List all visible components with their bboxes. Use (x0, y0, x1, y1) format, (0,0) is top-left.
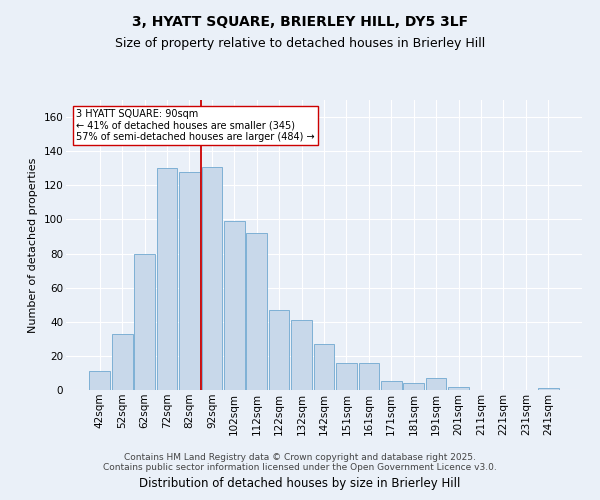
Text: Size of property relative to detached houses in Brierley Hill: Size of property relative to detached ho… (115, 38, 485, 51)
Bar (157, 168, 178, 390)
Y-axis label: Number of detached properties: Number of detached properties (28, 158, 38, 332)
Bar (538, 388, 559, 390)
Text: Distribution of detached houses by size in Brierley Hill: Distribution of detached houses by size … (139, 477, 461, 490)
Bar (426, 378, 446, 390)
Bar (247, 233, 267, 390)
Bar (359, 362, 379, 390)
Text: Contains HM Land Registry data © Crown copyright and database right 2025.
Contai: Contains HM Land Registry data © Crown c… (103, 453, 497, 472)
Bar (89, 371, 110, 390)
Bar (403, 383, 424, 390)
Bar (314, 344, 334, 390)
Bar (448, 386, 469, 390)
Bar (224, 221, 245, 390)
Bar (291, 320, 312, 390)
Bar (112, 334, 133, 390)
Text: 3, HYATT SQUARE, BRIERLEY HILL, DY5 3LF: 3, HYATT SQUARE, BRIERLEY HILL, DY5 3LF (132, 15, 468, 29)
Bar (179, 172, 200, 390)
Bar (202, 166, 222, 390)
Bar (134, 254, 155, 390)
Bar (269, 310, 289, 390)
Bar (381, 382, 401, 390)
Bar (336, 362, 357, 390)
Text: 3 HYATT SQUARE: 90sqm
← 41% of detached houses are smaller (345)
57% of semi-det: 3 HYATT SQUARE: 90sqm ← 41% of detached … (76, 108, 315, 142)
